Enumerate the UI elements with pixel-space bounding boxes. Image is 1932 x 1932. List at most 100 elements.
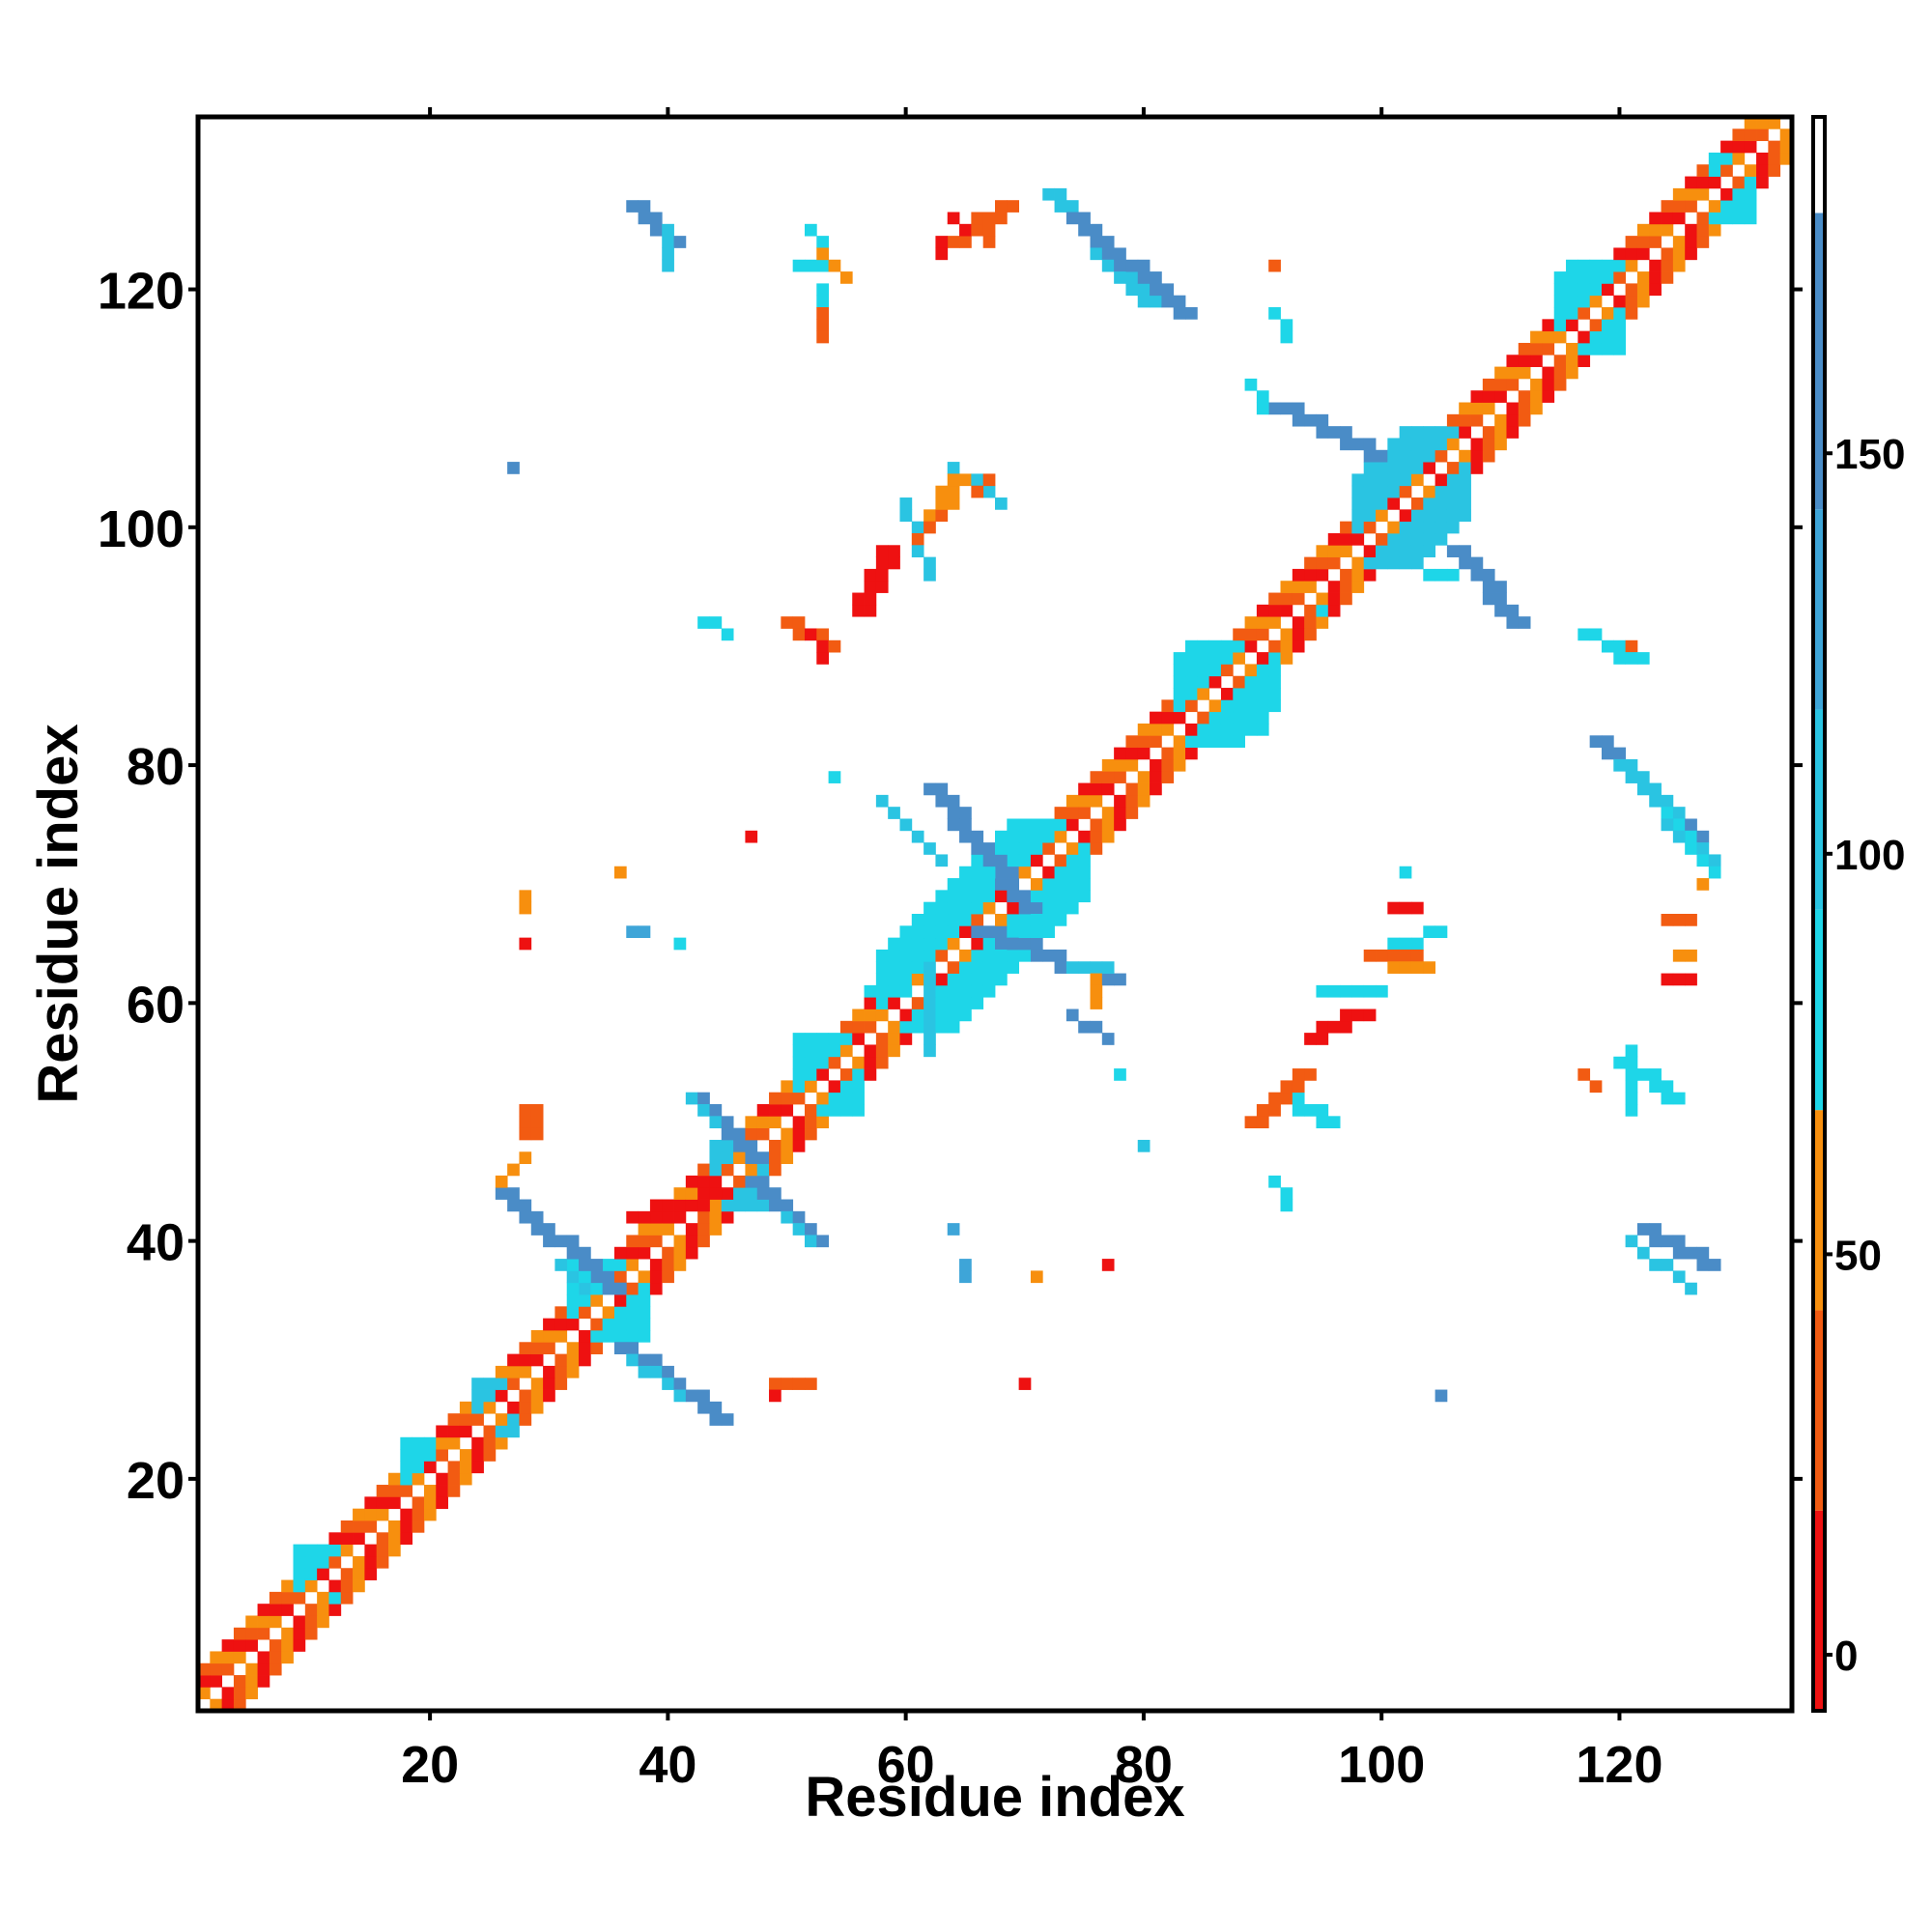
heatmap-cell xyxy=(1065,842,1079,855)
heatmap-cell xyxy=(1661,223,1674,237)
heatmap-cell xyxy=(947,890,960,903)
heatmap-cell xyxy=(626,1246,639,1260)
heatmap-cell xyxy=(328,1532,342,1546)
heatmap-cell xyxy=(839,271,853,284)
heatmap-cell xyxy=(1316,1020,1329,1034)
heatmap-cell xyxy=(1672,212,1686,225)
heatmap-cell xyxy=(1292,1068,1305,1081)
heatmap-cell xyxy=(483,1378,497,1390)
heatmap-cell xyxy=(1744,117,1757,129)
colorbar: 0 50 100 150 xyxy=(1792,115,1905,1713)
heatmap-cell xyxy=(888,984,900,998)
heatmap-cell xyxy=(400,1532,413,1546)
heatmap-cell xyxy=(1410,949,1424,962)
heatmap-cell xyxy=(1376,545,1388,557)
heatmap-cell xyxy=(447,1436,461,1450)
plot-frame xyxy=(195,114,1795,1714)
heatmap-cell xyxy=(1649,271,1662,284)
heatmap-cell xyxy=(721,1151,734,1164)
heatmap-cell xyxy=(1007,818,1020,832)
heatmap-cell xyxy=(317,1591,329,1605)
heatmap-cell xyxy=(816,1044,830,1058)
heatmap-cell xyxy=(1601,342,1614,355)
heatmap-cell xyxy=(554,1353,568,1367)
heatmap-cell xyxy=(400,1508,413,1521)
heatmap-cell xyxy=(1351,485,1365,498)
heatmap-cell xyxy=(1446,509,1460,523)
heatmap-cell xyxy=(1470,390,1484,403)
heatmap-cell xyxy=(1078,890,1091,903)
heatmap-cell xyxy=(1577,271,1591,284)
heatmap-cell xyxy=(1065,854,1079,867)
heatmap-cell xyxy=(769,1151,781,1164)
heatmap-cell xyxy=(982,212,996,225)
heatmap-cell xyxy=(995,200,1008,213)
heatmap-cell xyxy=(1566,259,1578,272)
heatmap-cell xyxy=(1566,319,1578,332)
heatmap-cell xyxy=(733,1127,746,1141)
heatmap-cell xyxy=(436,1496,448,1510)
heatmap-cell xyxy=(1185,307,1198,320)
heatmap-cell xyxy=(1054,878,1067,891)
heatmap-cell xyxy=(579,1246,591,1260)
heatmap-cell xyxy=(1410,545,1424,557)
heatmap-cell xyxy=(1530,390,1543,403)
heatmap-cell xyxy=(971,842,984,855)
heatmap-cell xyxy=(1672,259,1686,272)
heatmap-cell xyxy=(959,973,972,986)
heatmap-cell xyxy=(1304,604,1317,617)
heatmap-cell xyxy=(317,1604,329,1616)
heatmap-cell xyxy=(1494,413,1507,427)
heatmap-cell xyxy=(436,1449,448,1462)
heatmap-cell xyxy=(697,1235,710,1248)
heatmap-cell xyxy=(673,1187,687,1200)
colorbar-segment xyxy=(1813,1310,1825,1511)
heatmap-cell xyxy=(1685,247,1697,261)
heatmap-cell xyxy=(1376,497,1388,510)
heatmap-cell xyxy=(1685,842,1697,855)
heatmap-cell xyxy=(792,1210,806,1224)
heatmap-cell xyxy=(1078,866,1091,879)
heatmap-cell xyxy=(1363,438,1377,451)
heatmap-cell xyxy=(899,818,913,832)
heatmap-cell xyxy=(602,1318,615,1331)
heatmap-cell xyxy=(1553,283,1567,297)
heatmap-cell xyxy=(1672,807,1686,819)
heatmap-cell xyxy=(995,937,1008,951)
heatmap-cell xyxy=(888,556,900,570)
heatmap-cell xyxy=(1292,568,1305,582)
heatmap-cell xyxy=(1268,675,1281,689)
heatmap-cell xyxy=(959,223,972,237)
heatmap-cell xyxy=(364,1496,378,1510)
heatmap-cell xyxy=(1744,200,1757,213)
heatmap-cell xyxy=(1233,675,1245,689)
heatmap-cell xyxy=(1030,949,1043,962)
heatmap-cell xyxy=(483,1389,497,1403)
heatmap-cell xyxy=(1125,283,1139,297)
heatmap-cell xyxy=(1125,259,1139,272)
heatmap-cell xyxy=(1387,949,1401,962)
heatmap-cell xyxy=(685,1246,698,1260)
heatmap-cell xyxy=(638,925,651,939)
heatmap-cell xyxy=(1672,830,1686,843)
heatmap-cell xyxy=(519,901,532,915)
heatmap-cell xyxy=(1007,878,1020,891)
heatmap-cell xyxy=(959,818,972,832)
heatmap-cell xyxy=(1340,438,1352,451)
heatmap-cell xyxy=(1256,675,1269,689)
heatmap-cell xyxy=(745,1199,758,1212)
heatmap-cell xyxy=(1459,449,1471,463)
heatmap-cell xyxy=(1018,1378,1032,1390)
heatmap-cell xyxy=(839,1080,853,1094)
heatmap-cell xyxy=(709,1187,723,1200)
heatmap-cell xyxy=(911,997,924,1009)
heatmap-cell xyxy=(1566,295,1578,308)
heatmap-cell xyxy=(852,1080,865,1094)
heatmap-cell xyxy=(1114,794,1126,808)
heatmap-cell xyxy=(1399,866,1412,879)
heatmap-cell xyxy=(1459,426,1471,439)
heatmap-cell xyxy=(210,1698,223,1712)
heatmap-cell xyxy=(1423,545,1435,557)
heatmap-cell xyxy=(1459,545,1471,557)
